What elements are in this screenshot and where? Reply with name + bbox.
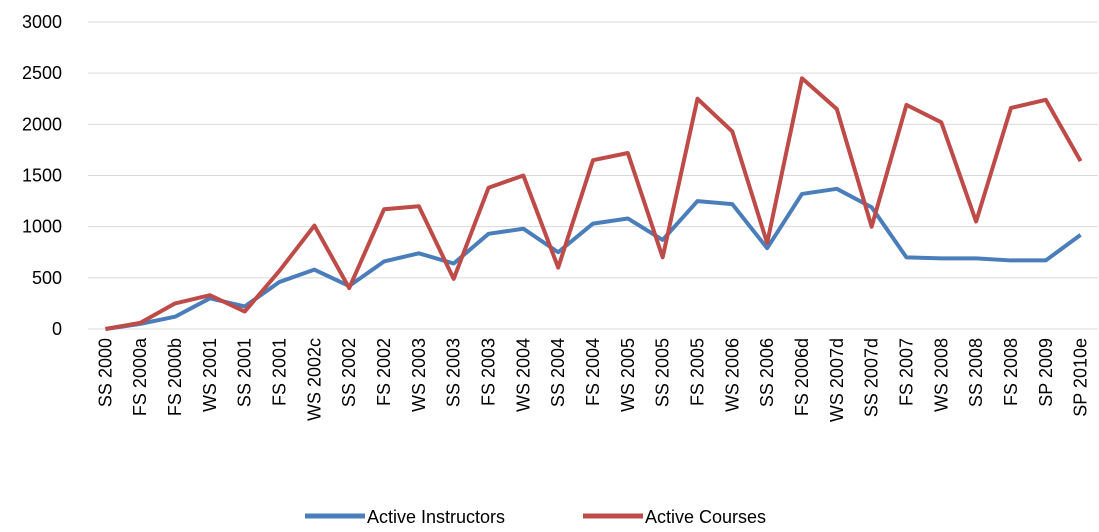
x-tick-label: WS 2003 — [409, 338, 429, 412]
x-tick-label: WS 2002c — [304, 338, 324, 421]
y-tick-label: 2000 — [22, 114, 62, 134]
y-tick-label: 1000 — [22, 217, 62, 237]
x-tick-label: WS 2001 — [200, 338, 220, 412]
x-tick-label: WS 2004 — [513, 338, 533, 412]
x-tick-label: WS 2005 — [618, 338, 638, 412]
x-tick-label: FS 2001 — [270, 338, 290, 406]
x-tick-label: WS 2006 — [722, 338, 742, 412]
x-tick-label: FS 2003 — [479, 338, 499, 406]
series-line — [105, 76, 1083, 331]
x-tick-label: FS 2005 — [687, 338, 707, 406]
x-tick-label: SS 2005 — [653, 338, 673, 407]
x-tick-label: FS 2006d — [792, 338, 812, 416]
x-tick-label: SS 2004 — [548, 338, 568, 407]
x-tick-label: SP 2009 — [1036, 338, 1056, 407]
y-tick-label: 2500 — [22, 63, 62, 83]
x-tick-label: SS 2002 — [339, 338, 359, 407]
x-tick-label: SS 2003 — [444, 338, 464, 407]
x-tick-label: SP 2010e — [1071, 338, 1091, 417]
x-tick-label: FS 2002 — [374, 338, 394, 406]
x-tick-label: FS 2000a — [130, 337, 150, 416]
legend-label: Active Courses — [645, 507, 766, 527]
y-tick-label: 500 — [32, 268, 62, 288]
x-tick-label: SS 2007d — [862, 338, 882, 417]
x-tick-label: WS 2008 — [931, 338, 951, 412]
x-tick-label: FS 2004 — [583, 338, 603, 406]
y-tick-label: 3000 — [22, 12, 62, 32]
x-tick-label: FS 2000b — [165, 338, 185, 416]
x-tick-label: SS 2001 — [235, 338, 255, 407]
x-tick-label: WS 2007d — [827, 338, 847, 422]
x-tick-label: SS 2000 — [95, 338, 115, 407]
x-tick-label: FS 2007 — [896, 338, 916, 406]
legend-label: Active Instructors — [367, 507, 505, 527]
x-tick-label: FS 2008 — [1001, 338, 1021, 406]
y-tick-label: 1500 — [22, 166, 62, 186]
x-tick-label: SS 2006 — [757, 338, 777, 407]
series-line — [105, 186, 1082, 331]
y-tick-label: 0 — [52, 319, 62, 339]
x-tick-label: SS 2008 — [966, 338, 986, 407]
